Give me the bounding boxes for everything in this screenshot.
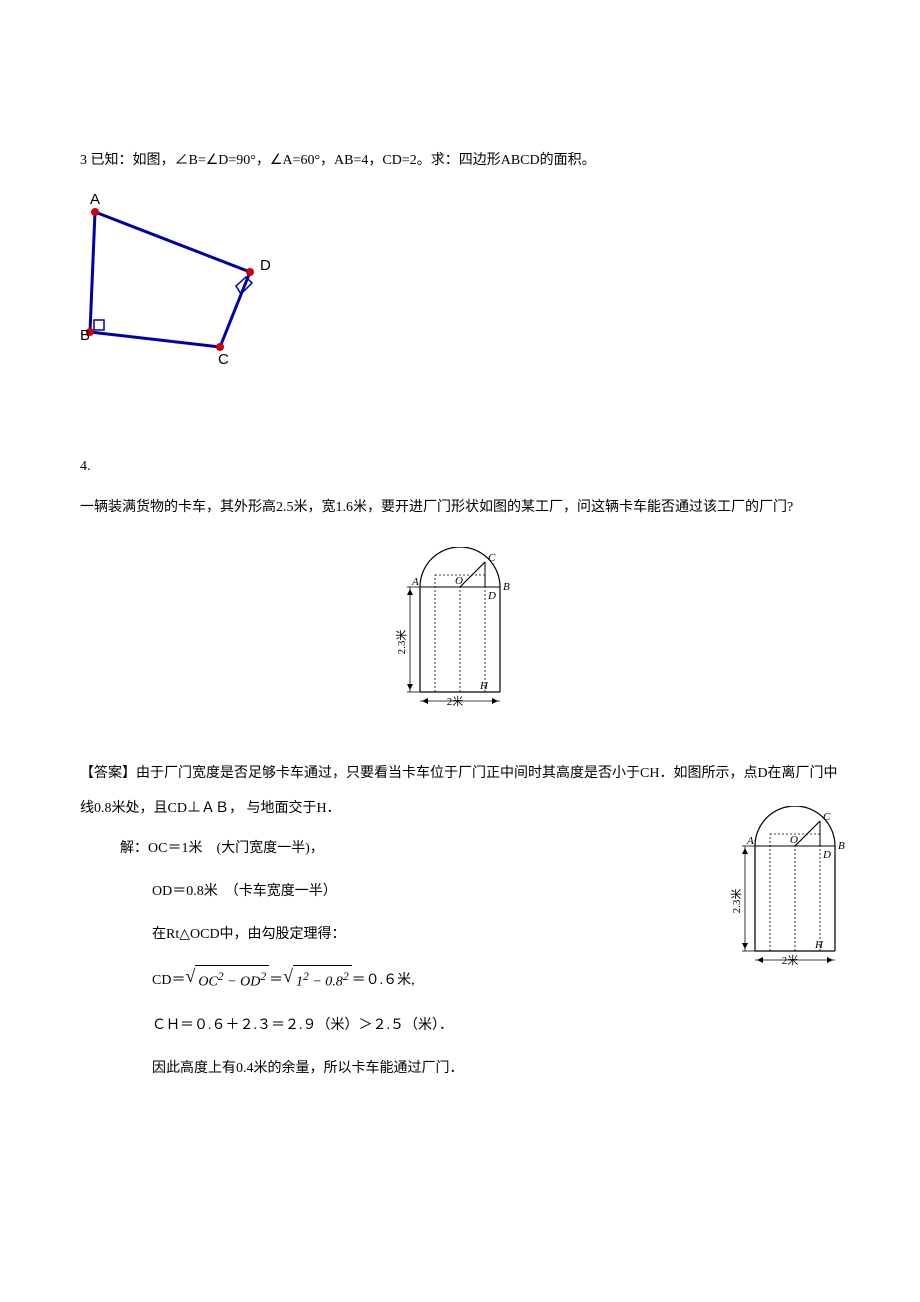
svg-text:B: B	[503, 581, 510, 593]
svg-text:D: D	[822, 849, 831, 861]
svg-text:2米: 2米	[447, 695, 464, 707]
problem-3-figure: A B C D	[80, 192, 840, 375]
vertex-b-label: B	[80, 327, 90, 344]
svg-text:2.3米: 2.3米	[395, 630, 408, 655]
answer-intro: 【答案】由于厂门宽度是否足够卡车通过，只要看当卡车位于厂门正中间时其高度是否小于…	[80, 756, 840, 826]
svg-text:H: H	[479, 680, 489, 692]
problem-4-figure-main: 2.3米 2米 A B C D O H	[80, 547, 840, 715]
svg-text:A: A	[411, 576, 419, 588]
svg-text:O: O	[790, 834, 798, 846]
svg-text:2.3米: 2.3米	[730, 888, 743, 913]
problem-4-number: 4.	[80, 456, 840, 478]
svg-text:C: C	[823, 811, 831, 823]
vertex-d-label: D	[260, 257, 271, 274]
svg-text:A: A	[746, 835, 754, 847]
svg-text:2米: 2米	[782, 954, 799, 966]
vertex-a-label: A	[90, 192, 100, 208]
svg-text:H: H	[814, 939, 824, 951]
problem-4-figure-side: 2.3米 2米 A B C D O H	[730, 806, 860, 974]
solution-line-6: 因此高度上有0.4米的余量，所以卡车能通过厂门．	[152, 1056, 840, 1081]
svg-text:B: B	[838, 840, 845, 852]
svg-text:O: O	[455, 575, 463, 587]
problem-4-text: 一辆装满货物的卡车，其外形高2.5米，宽1.6米，要开进厂门形状如图的某工厂，问…	[80, 488, 840, 527]
problem-3-text: 3 已知：如图，∠B=∠D=90°，∠A=60°，AB=4，CD=2。求：四边形…	[80, 150, 840, 172]
vertex-c-label: C	[218, 351, 229, 367]
svg-text:D: D	[487, 590, 496, 602]
svg-text:C: C	[488, 552, 496, 564]
solution-line-5: ＣＨ＝０.６＋２.３＝２.９（米）＞２.５（米）．	[152, 1013, 840, 1038]
